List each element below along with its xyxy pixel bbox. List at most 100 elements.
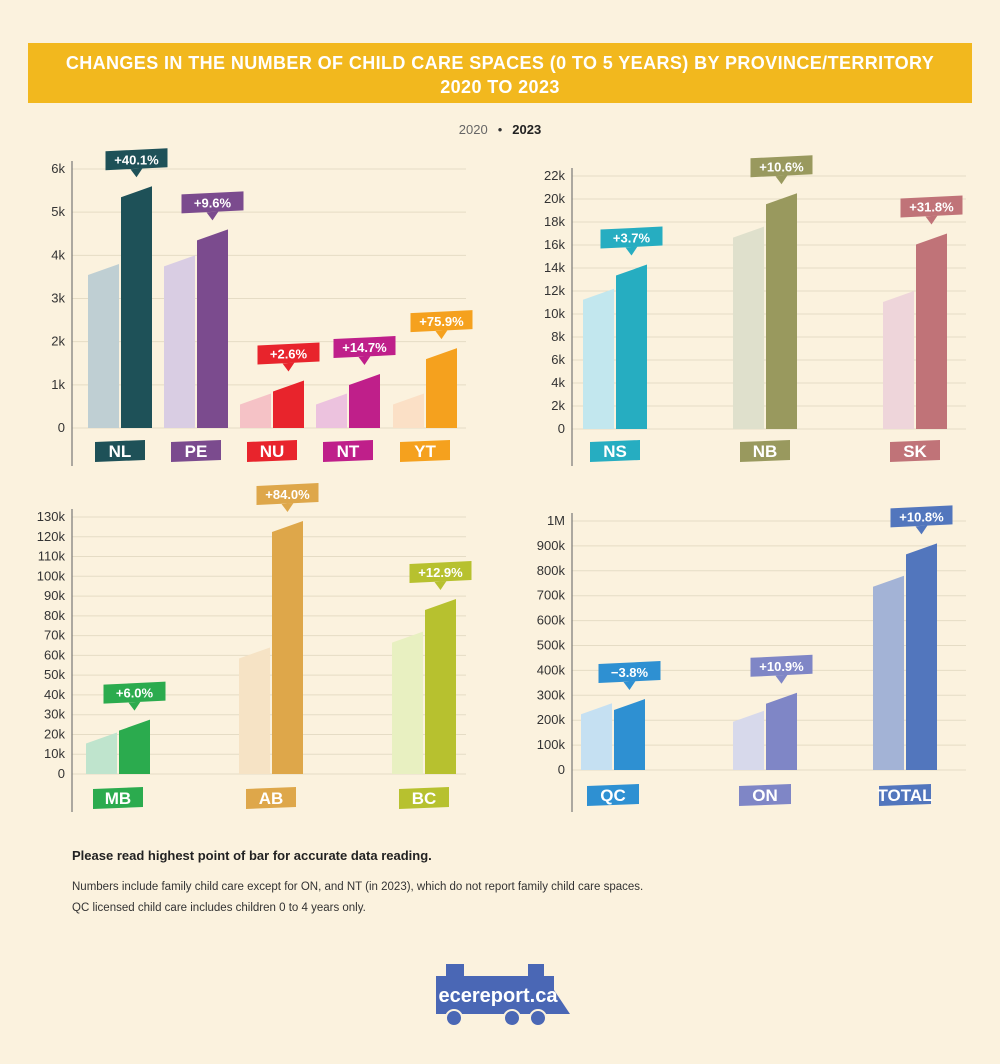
y-tick-label: 600k bbox=[537, 613, 566, 628]
change-label-ON: +10.9% bbox=[759, 659, 804, 674]
change-label-NU: +2.6% bbox=[270, 347, 308, 362]
change-pointer-QC bbox=[623, 681, 636, 691]
y-tick-label: 0 bbox=[58, 766, 65, 781]
y-tick-label: 10k bbox=[544, 306, 565, 321]
y-tick-label: 200k bbox=[537, 712, 566, 727]
category-tag-YT bbox=[400, 440, 450, 462]
bar-2023-YT bbox=[426, 348, 457, 428]
change-label-BC: +12.9% bbox=[418, 565, 463, 580]
category-tag-TOTAL bbox=[879, 784, 931, 806]
y-tick-label: 60k bbox=[44, 647, 65, 662]
category-label-NT: NT bbox=[337, 442, 360, 461]
y-tick-label: 1M bbox=[547, 513, 565, 528]
bar-2020-MB bbox=[86, 732, 117, 774]
category-tag-NS bbox=[590, 440, 640, 462]
legend-separator: • bbox=[497, 122, 503, 137]
legend-2020: 2020 bbox=[458, 122, 488, 137]
bar-2020-BC bbox=[392, 631, 423, 774]
bar-2023-SK bbox=[916, 233, 947, 429]
category-label-NB: NB bbox=[753, 442, 778, 461]
change-flag-BC bbox=[409, 561, 472, 584]
bar-2020-NT bbox=[316, 393, 347, 428]
change-flag-NS bbox=[600, 226, 663, 249]
category-label-MB: MB bbox=[105, 789, 131, 808]
change-label-NS: +3.7% bbox=[613, 231, 651, 246]
y-tick-label: 700k bbox=[537, 588, 566, 603]
bar-2020-PE bbox=[164, 255, 195, 428]
change-label-TOTAL: +10.8% bbox=[899, 509, 944, 524]
category-label-BC: BC bbox=[412, 789, 437, 808]
train-logo[interactable] bbox=[432, 960, 572, 1028]
y-tick-label: 3k bbox=[51, 291, 65, 306]
chart-panel-0: 0 1k 2k 3k 4k 5k 6k +40.1% NL +9.6% PE +2.6% NU +14.7… bbox=[51, 148, 473, 466]
y-tick-label: 130k bbox=[37, 509, 66, 524]
bar-2020-NS bbox=[583, 288, 614, 429]
category-label-ON: ON bbox=[752, 786, 778, 805]
y-tick-label: 30k bbox=[44, 707, 65, 722]
chart-subtitle: 2020 TO 2023 bbox=[440, 77, 560, 97]
change-flag-SK bbox=[900, 195, 963, 218]
y-tick-label: 800k bbox=[537, 563, 566, 578]
category-label-NU: NU bbox=[260, 442, 285, 461]
change-pointer-BC bbox=[434, 581, 447, 591]
y-tick-label: 1k bbox=[51, 377, 65, 392]
bar-2023-NU bbox=[273, 380, 304, 428]
y-tick-label: 70k bbox=[44, 628, 65, 643]
category-tag-PE bbox=[171, 440, 221, 462]
y-tick-label: 16k bbox=[544, 237, 565, 252]
y-tick-label: 900k bbox=[537, 538, 566, 553]
change-pointer-PE bbox=[206, 211, 219, 221]
category-label-SK: SK bbox=[903, 442, 927, 461]
y-tick-label: 500k bbox=[537, 638, 566, 653]
y-tick-label: 80k bbox=[44, 608, 65, 623]
change-label-MB: +6.0% bbox=[116, 686, 154, 701]
category-label-NL: NL bbox=[109, 442, 132, 461]
change-flag-QC bbox=[598, 661, 661, 684]
category-tag-ON bbox=[739, 784, 791, 806]
y-tick-label: 0 bbox=[558, 762, 565, 777]
y-tick-label: 100k bbox=[537, 737, 566, 752]
y-tick-label: 10k bbox=[44, 746, 65, 761]
category-tag-SK bbox=[890, 440, 940, 462]
y-tick-label: 100k bbox=[37, 568, 66, 583]
change-label-PE: +9.6% bbox=[194, 195, 232, 210]
y-tick-label: 4k bbox=[551, 375, 565, 390]
category-tag-AB bbox=[246, 787, 296, 809]
bar-2020-NU bbox=[240, 393, 271, 428]
chart-panel-1: 0 2k 4k 6k 8k 10k 12k 14k 16k 18k 20k 22k +3.7% NS +10… bbox=[544, 155, 966, 466]
qc-note: QC licensed child care includes children… bbox=[72, 902, 366, 914]
category-label-TOTAL: TOTAL bbox=[877, 786, 932, 805]
legend-2023: 2023 bbox=[512, 122, 542, 137]
y-tick-label: 6k bbox=[51, 161, 65, 176]
change-pointer-TOTAL bbox=[915, 525, 928, 535]
chart-title: CHANGES IN THE NUMBER OF CHILD CARE SPAC… bbox=[65, 53, 935, 73]
bar-2023-ON bbox=[766, 692, 797, 770]
legend: 2020 • 2023 bbox=[0, 122, 1000, 137]
y-tick-label: 22k bbox=[544, 168, 565, 183]
bar-2020-ON bbox=[733, 710, 764, 770]
category-label-QC: QC bbox=[600, 786, 626, 805]
change-pointer-AB bbox=[281, 502, 294, 512]
y-tick-label: 20k bbox=[544, 191, 565, 206]
category-label-PE: PE bbox=[185, 442, 208, 461]
change-pointer-SK bbox=[925, 215, 938, 225]
y-tick-label: 4k bbox=[51, 247, 65, 262]
change-pointer-NS bbox=[625, 246, 638, 256]
change-pointer-MB bbox=[128, 701, 141, 711]
logo-text: ecereport.ca bbox=[438, 985, 558, 1007]
bar-2023-QC bbox=[614, 699, 645, 770]
y-tick-label: 110k bbox=[38, 549, 66, 564]
bar-2023-NT bbox=[349, 374, 380, 428]
category-tag-QC bbox=[587, 784, 639, 806]
change-pointer-NT bbox=[358, 356, 371, 366]
category-tag-NT bbox=[323, 440, 373, 462]
change-flag-ON bbox=[750, 654, 813, 677]
y-tick-label: 6k bbox=[551, 352, 565, 367]
bar-2023-AB bbox=[272, 520, 303, 774]
category-label-AB: AB bbox=[259, 789, 284, 808]
bar-2020-TOTAL bbox=[873, 575, 904, 770]
bar-2020-YT bbox=[393, 393, 424, 428]
change-pointer-ON bbox=[775, 674, 788, 684]
y-tick-label: 2k bbox=[51, 334, 65, 349]
change-flag-MB bbox=[103, 681, 166, 704]
